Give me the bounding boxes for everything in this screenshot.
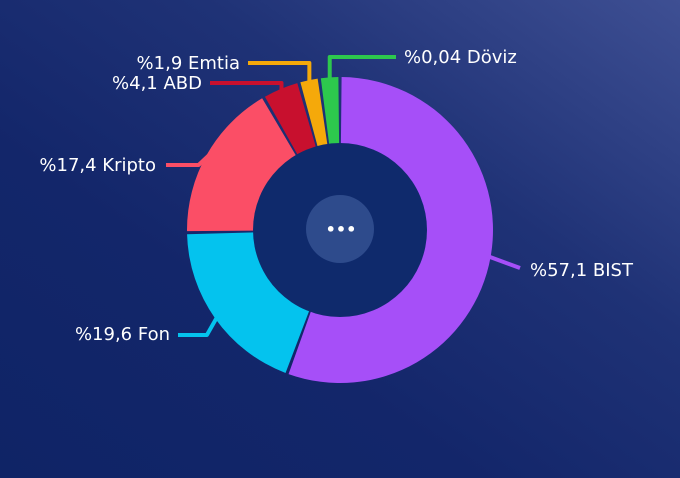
slice-labels: %57,1 BIST %19,6 Fon %17,4 Kripto %4,1 ABD%… [39, 47, 634, 345]
slice-label-abd: %4,1 ABD [112, 73, 202, 94]
slice-kripto [187, 98, 297, 232]
slice-emtia [300, 78, 328, 148]
ellipsis-icon: ••• [326, 220, 357, 239]
slice-label-döviz: %0,04 Döviz [404, 47, 517, 68]
slice-fon [187, 232, 310, 373]
leader-line-fon [178, 316, 219, 337]
slice-abd [264, 83, 317, 156]
slice-label-fon: %19,6 Fon [75, 324, 170, 345]
leader-lines [166, 55, 521, 337]
leader-line-emtia [248, 61, 312, 83]
donut-slices [187, 77, 493, 384]
slice-label-kripto: %17,4 Kripto [39, 155, 156, 176]
leader-line-döviz [327, 55, 396, 80]
leader-line-abd [210, 81, 284, 91]
slice-döviz [320, 77, 340, 146]
leader-line-kripto [166, 154, 210, 167]
slice-bist [288, 77, 493, 384]
slice-label-bist: %57,1 BIST [530, 260, 634, 281]
more-button-bg [306, 195, 374, 263]
leader-line-bist [487, 254, 521, 270]
slice-label-emtia: %1,9 Emtia [137, 53, 240, 74]
more-button[interactable]: ••• [306, 195, 374, 263]
